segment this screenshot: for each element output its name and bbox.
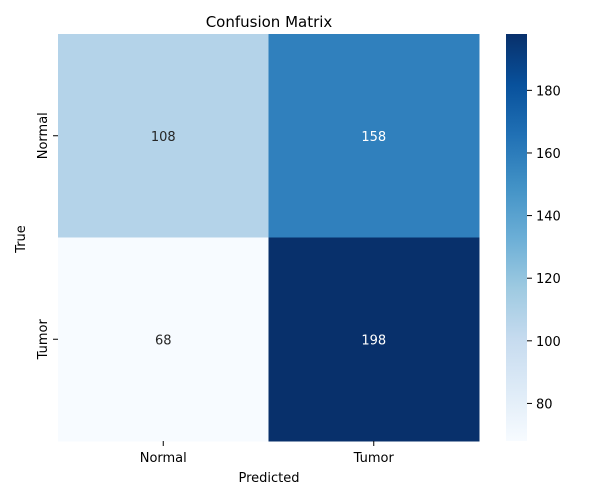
y-axis: Normal Tumor <box>36 112 58 360</box>
x-axis-label: Predicted <box>238 471 299 486</box>
heatmap-cell <box>58 237 269 442</box>
heatmap-cell <box>58 34 269 238</box>
x-axis: Normal Tumor <box>140 441 395 466</box>
cell-value-label: 68 <box>155 333 172 348</box>
x-tick-label: Tumor <box>353 451 395 466</box>
cell-value-label: 198 <box>361 333 386 348</box>
colorbar-tick-label: 100 <box>536 335 561 350</box>
x-tick-label: Normal <box>140 451 187 466</box>
colorbar-ticks: 80 100 120 140 160 180 <box>527 84 561 412</box>
colorbar-tick-label: 120 <box>536 272 561 287</box>
colorbar-gradient <box>506 34 527 441</box>
colorbar-tick-label: 180 <box>536 84 561 99</box>
cell-value-label: 158 <box>361 130 386 145</box>
colorbar-tick-label: 140 <box>536 210 561 225</box>
cell-value-labels: 108 158 68 198 <box>151 130 386 349</box>
colorbar-tick-label: 160 <box>536 147 561 162</box>
y-tick-label: Normal <box>36 112 51 159</box>
y-axis-label: True <box>14 225 29 254</box>
heatmap-cell <box>268 34 480 238</box>
heatmap-cell <box>268 237 480 442</box>
heatmap-cells <box>58 34 480 442</box>
colorbar: 80 100 120 140 160 180 <box>506 34 561 441</box>
chart-title: Confusion Matrix <box>206 13 333 31</box>
y-tick-label: Tumor <box>36 319 51 361</box>
cell-value-label: 108 <box>151 130 176 145</box>
colorbar-tick-label: 80 <box>536 397 553 412</box>
